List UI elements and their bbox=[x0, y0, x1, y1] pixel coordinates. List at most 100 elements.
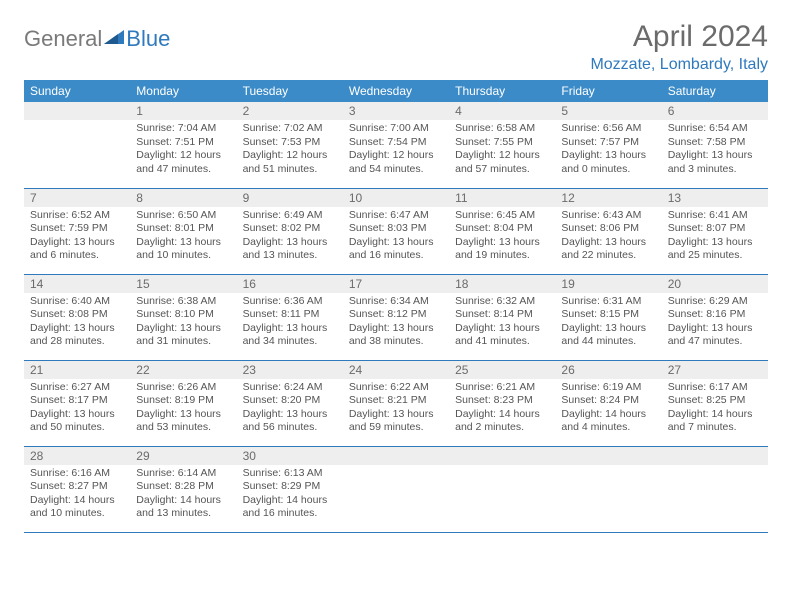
day-number bbox=[24, 102, 130, 120]
location-text: Mozzate, Lombardy, Italy bbox=[590, 56, 768, 74]
daylight-line: Daylight: 13 hours and 13 minutes. bbox=[243, 236, 337, 263]
calendar-cell: 24Sunrise: 6:22 AMSunset: 8:21 PMDayligh… bbox=[343, 360, 449, 446]
sunset-line: Sunset: 8:21 PM bbox=[349, 394, 443, 408]
sunrise-line: Sunrise: 6:13 AM bbox=[243, 467, 337, 481]
sunset-line: Sunset: 8:28 PM bbox=[136, 480, 230, 494]
sunset-line: Sunset: 8:12 PM bbox=[349, 308, 443, 322]
page-title: April 2024 bbox=[590, 20, 768, 54]
calendar-cell bbox=[662, 446, 768, 532]
sunrise-line: Sunrise: 6:43 AM bbox=[561, 209, 655, 223]
title-block: April 2024 Mozzate, Lombardy, Italy bbox=[590, 20, 768, 74]
day-number: 4 bbox=[449, 102, 555, 120]
sunrise-line: Sunrise: 6:34 AM bbox=[349, 295, 443, 309]
day-number: 30 bbox=[237, 447, 343, 465]
daylight-line: Daylight: 13 hours and 59 minutes. bbox=[349, 408, 443, 435]
calendar-cell bbox=[343, 446, 449, 532]
sunrise-line: Sunrise: 6:54 AM bbox=[668, 122, 762, 136]
day-number: 14 bbox=[24, 275, 130, 293]
logo: General Blue bbox=[24, 20, 170, 52]
weekday-header: Wednesday bbox=[343, 80, 449, 102]
calendar-week-row: 1Sunrise: 7:04 AMSunset: 7:51 PMDaylight… bbox=[24, 102, 768, 188]
day-body: Sunrise: 6:36 AMSunset: 8:11 PMDaylight:… bbox=[237, 293, 343, 354]
calendar-cell: 12Sunrise: 6:43 AMSunset: 8:06 PMDayligh… bbox=[555, 188, 661, 274]
day-body: Sunrise: 6:16 AMSunset: 8:27 PMDaylight:… bbox=[24, 465, 130, 526]
sunrise-line: Sunrise: 6:17 AM bbox=[668, 381, 762, 395]
day-number: 7 bbox=[24, 189, 130, 207]
sunrise-line: Sunrise: 6:26 AM bbox=[136, 381, 230, 395]
sunset-line: Sunset: 7:54 PM bbox=[349, 136, 443, 150]
daylight-line: Daylight: 13 hours and 10 minutes. bbox=[136, 236, 230, 263]
day-body: Sunrise: 6:41 AMSunset: 8:07 PMDaylight:… bbox=[662, 207, 768, 268]
daylight-line: Daylight: 12 hours and 51 minutes. bbox=[243, 149, 337, 176]
sunset-line: Sunset: 7:55 PM bbox=[455, 136, 549, 150]
calendar-cell: 27Sunrise: 6:17 AMSunset: 8:25 PMDayligh… bbox=[662, 360, 768, 446]
calendar-week-row: 14Sunrise: 6:40 AMSunset: 8:08 PMDayligh… bbox=[24, 274, 768, 360]
calendar-body: 1Sunrise: 7:04 AMSunset: 7:51 PMDaylight… bbox=[24, 102, 768, 532]
daylight-line: Daylight: 13 hours and 34 minutes. bbox=[243, 322, 337, 349]
daylight-line: Daylight: 13 hours and 50 minutes. bbox=[30, 408, 124, 435]
sunset-line: Sunset: 8:15 PM bbox=[561, 308, 655, 322]
daylight-line: Daylight: 13 hours and 47 minutes. bbox=[668, 322, 762, 349]
calendar-cell: 23Sunrise: 6:24 AMSunset: 8:20 PMDayligh… bbox=[237, 360, 343, 446]
day-body: Sunrise: 6:24 AMSunset: 8:20 PMDaylight:… bbox=[237, 379, 343, 440]
weekday-header: Friday bbox=[555, 80, 661, 102]
calendar-cell: 26Sunrise: 6:19 AMSunset: 8:24 PMDayligh… bbox=[555, 360, 661, 446]
calendar-cell bbox=[24, 102, 130, 188]
day-body bbox=[343, 465, 449, 471]
sunrise-line: Sunrise: 6:32 AM bbox=[455, 295, 549, 309]
sunset-line: Sunset: 8:23 PM bbox=[455, 394, 549, 408]
day-number: 2 bbox=[237, 102, 343, 120]
day-body: Sunrise: 6:50 AMSunset: 8:01 PMDaylight:… bbox=[130, 207, 236, 268]
sunset-line: Sunset: 8:06 PM bbox=[561, 222, 655, 236]
sunrise-line: Sunrise: 6:52 AM bbox=[30, 209, 124, 223]
sunrise-line: Sunrise: 6:19 AM bbox=[561, 381, 655, 395]
day-body: Sunrise: 6:34 AMSunset: 8:12 PMDaylight:… bbox=[343, 293, 449, 354]
daylight-line: Daylight: 13 hours and 38 minutes. bbox=[349, 322, 443, 349]
sunset-line: Sunset: 8:24 PM bbox=[561, 394, 655, 408]
sunset-line: Sunset: 8:01 PM bbox=[136, 222, 230, 236]
day-body bbox=[555, 465, 661, 471]
sunset-line: Sunset: 7:53 PM bbox=[243, 136, 337, 150]
sunrise-line: Sunrise: 6:50 AM bbox=[136, 209, 230, 223]
logo-general-text: General bbox=[24, 26, 102, 52]
day-number: 16 bbox=[237, 275, 343, 293]
daylight-line: Daylight: 12 hours and 54 minutes. bbox=[349, 149, 443, 176]
sunrise-line: Sunrise: 6:49 AM bbox=[243, 209, 337, 223]
day-number: 26 bbox=[555, 361, 661, 379]
calendar-cell: 7Sunrise: 6:52 AMSunset: 7:59 PMDaylight… bbox=[24, 188, 130, 274]
day-number: 17 bbox=[343, 275, 449, 293]
day-number: 15 bbox=[130, 275, 236, 293]
daylight-line: Daylight: 14 hours and 13 minutes. bbox=[136, 494, 230, 521]
daylight-line: Daylight: 13 hours and 19 minutes. bbox=[455, 236, 549, 263]
daylight-line: Daylight: 13 hours and 53 minutes. bbox=[136, 408, 230, 435]
sunrise-line: Sunrise: 6:21 AM bbox=[455, 381, 549, 395]
sunset-line: Sunset: 7:58 PM bbox=[668, 136, 762, 150]
day-number bbox=[343, 447, 449, 465]
day-number: 29 bbox=[130, 447, 236, 465]
sunset-line: Sunset: 8:03 PM bbox=[349, 222, 443, 236]
sunrise-line: Sunrise: 6:38 AM bbox=[136, 295, 230, 309]
calendar-cell bbox=[555, 446, 661, 532]
day-number: 22 bbox=[130, 361, 236, 379]
daylight-line: Daylight: 12 hours and 57 minutes. bbox=[455, 149, 549, 176]
calendar-cell: 4Sunrise: 6:58 AMSunset: 7:55 PMDaylight… bbox=[449, 102, 555, 188]
day-body: Sunrise: 6:29 AMSunset: 8:16 PMDaylight:… bbox=[662, 293, 768, 354]
daylight-line: Daylight: 13 hours and 16 minutes. bbox=[349, 236, 443, 263]
day-number: 5 bbox=[555, 102, 661, 120]
sunset-line: Sunset: 8:27 PM bbox=[30, 480, 124, 494]
sunset-line: Sunset: 8:25 PM bbox=[668, 394, 762, 408]
calendar-cell: 2Sunrise: 7:02 AMSunset: 7:53 PMDaylight… bbox=[237, 102, 343, 188]
sunset-line: Sunset: 8:10 PM bbox=[136, 308, 230, 322]
calendar-cell: 19Sunrise: 6:31 AMSunset: 8:15 PMDayligh… bbox=[555, 274, 661, 360]
day-body: Sunrise: 6:32 AMSunset: 8:14 PMDaylight:… bbox=[449, 293, 555, 354]
sunset-line: Sunset: 8:04 PM bbox=[455, 222, 549, 236]
calendar-cell: 10Sunrise: 6:47 AMSunset: 8:03 PMDayligh… bbox=[343, 188, 449, 274]
daylight-line: Daylight: 13 hours and 44 minutes. bbox=[561, 322, 655, 349]
daylight-line: Daylight: 14 hours and 10 minutes. bbox=[30, 494, 124, 521]
daylight-line: Daylight: 14 hours and 7 minutes. bbox=[668, 408, 762, 435]
sunset-line: Sunset: 8:14 PM bbox=[455, 308, 549, 322]
weekday-header: Sunday bbox=[24, 80, 130, 102]
calendar-cell: 18Sunrise: 6:32 AMSunset: 8:14 PMDayligh… bbox=[449, 274, 555, 360]
day-number: 1 bbox=[130, 102, 236, 120]
day-number: 9 bbox=[237, 189, 343, 207]
